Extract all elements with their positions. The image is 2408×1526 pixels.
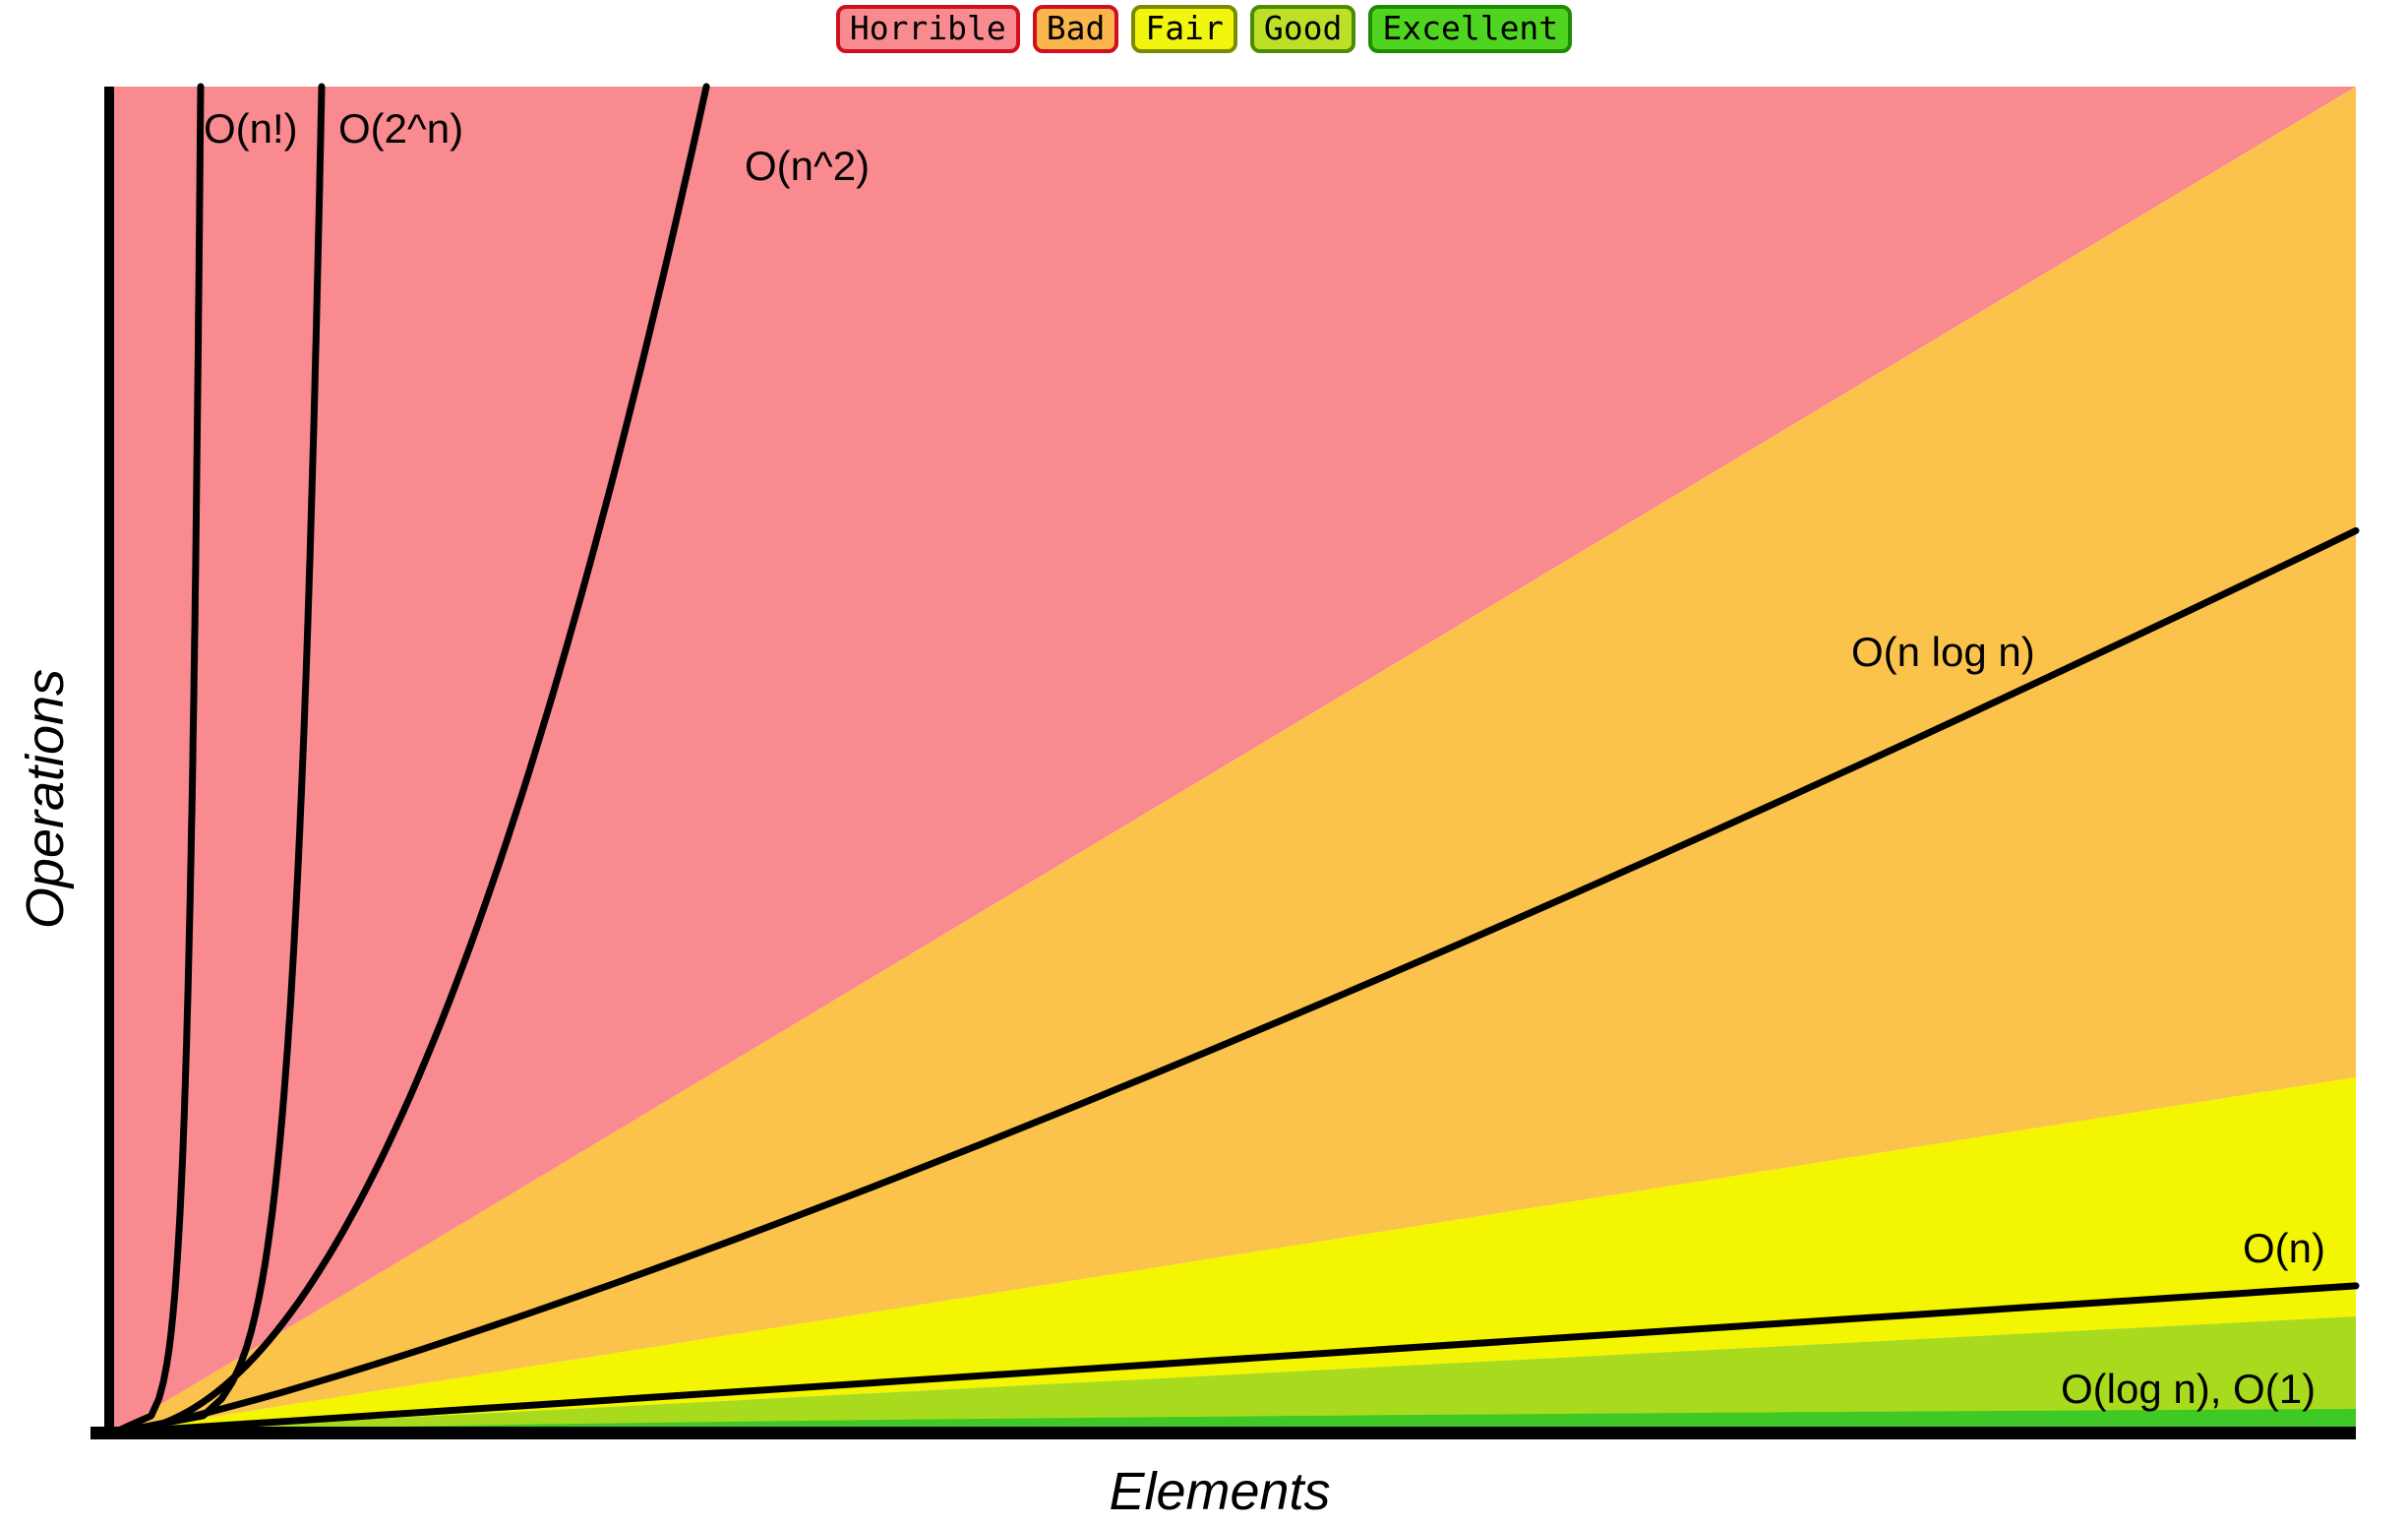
curve-o-n-2: [110, 83, 710, 1436]
curve-o-n-log-n: [110, 526, 2360, 1436]
curve-label-o-n: O(n!): [204, 105, 298, 152]
legend-badge-good: Good: [1249, 5, 1356, 53]
region-good: [114, 1316, 2356, 1433]
curve-o-n: [110, 83, 205, 1436]
x-axis-label: Elements: [1109, 1462, 1331, 1521]
legend-badge-bad: Bad: [1032, 5, 1119, 53]
x-axis-line: [90, 1427, 2356, 1439]
region-fair: [114, 1077, 2356, 1433]
legend-badge-excellent: Excellent: [1368, 5, 1573, 53]
legend-badge-horrible: Horrible: [835, 5, 1020, 53]
legend: Horrible Bad Fair Good Excellent: [0, 5, 2408, 53]
region-bad: [114, 87, 2356, 1433]
curve-label-o-n-2: O(n^2): [745, 143, 870, 189]
curve-label-o-n: O(n): [2243, 1225, 2325, 1271]
y-axis-line: [104, 87, 114, 1439]
legend-badge-fair: Fair: [1131, 5, 1237, 53]
curve-label-o-log-n-o-1: O(log n), O(1): [2061, 1366, 2316, 1412]
curve-o-2-n: [110, 83, 326, 1436]
curve-o-n: [110, 1282, 2360, 1436]
y-axis-label: Operations: [16, 668, 75, 930]
curve-label-o-n-log-n: O(n log n): [1851, 629, 2035, 675]
curve-label-o-2-n: O(2^n): [338, 105, 463, 152]
